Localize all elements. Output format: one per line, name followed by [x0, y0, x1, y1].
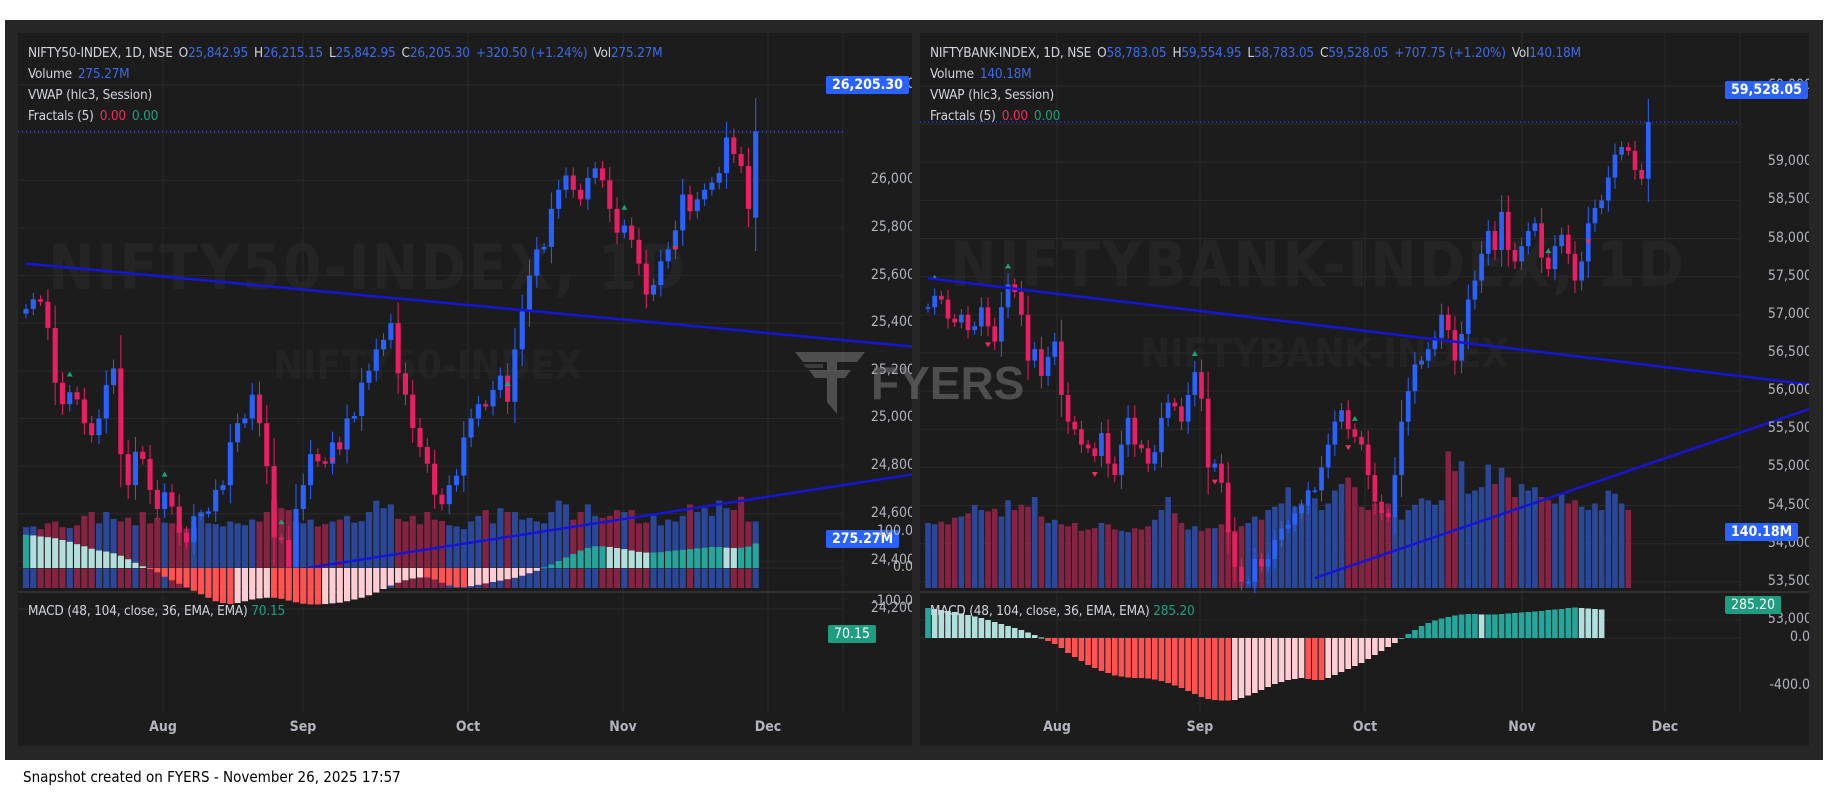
macd-axis-label: 100.00	[876, 523, 912, 539]
price-axis-label: 56,500.00	[1767, 344, 1809, 360]
price-axis-label: 24,400.00	[870, 552, 912, 569]
price-axis-label: 53,000.00	[1767, 611, 1809, 627]
price-chart-canvas[interactable]	[18, 33, 912, 746]
symbol-ohlc-row: NIFTY50-INDEX, 1D, NSE O25,842.95 H26,21…	[28, 43, 663, 64]
time-axis-label: Oct	[1352, 719, 1378, 735]
time-axis-label: Sep	[289, 719, 317, 735]
vol-value: 275.27M	[610, 45, 663, 61]
price-axis-label: 24,800.00	[870, 457, 912, 474]
price-axis-label: 25,400.00	[870, 314, 912, 331]
last-price-tag: 26,205.30	[826, 76, 909, 94]
volume-tag: 140.18M	[1725, 523, 1799, 541]
chart-legend: NIFTY50-INDEX, 1D, NSE O25,842.95 H26,21…	[28, 43, 663, 127]
price-axis-label: 53,500.00	[1767, 572, 1809, 589]
macd-value-tag: 285.20	[1725, 596, 1782, 614]
fyers-logo: FYERS	[795, 352, 1024, 414]
symbol-title[interactable]: NIFTY50-INDEX, 1D, NSE	[28, 45, 173, 61]
change-value: +320.50 (+1.24%)	[475, 45, 588, 61]
price-axis-label: 25,800.00	[870, 218, 912, 235]
macd-axis-label: 0.00	[892, 559, 912, 575]
snapshot-footer: Snapshot created on FYERS - November 26,…	[23, 768, 401, 786]
vwap-indicator-row[interactable]: VWAP (hlc3, Session)	[930, 87, 1055, 103]
price-axis-label: 57,500.00	[1767, 267, 1809, 284]
close-value: 59,528.05	[1328, 45, 1389, 61]
price-axis-label: 24,600.00	[870, 504, 912, 521]
fyers-logo-icon	[795, 352, 865, 414]
volume-tag: 275.27M	[826, 530, 900, 548]
price-axis-label: 57,000.00	[1767, 305, 1809, 322]
low-value: 25,842.95	[335, 45, 396, 61]
high-value: 59,554.95	[1181, 45, 1242, 61]
low-value: 58,783.05	[1253, 45, 1314, 61]
symbol-ohlc-row: NIFTYBANK-INDEX, 1D, NSE O58,783.05 H59,…	[930, 43, 1581, 64]
close-value: 26,205.30	[409, 45, 470, 61]
price-axis-label: 26,000.00	[870, 171, 912, 188]
macd-axis-label: 0.00	[1789, 629, 1809, 645]
time-axis-label: Dec	[1651, 719, 1679, 735]
open-value: 25,842.95	[188, 45, 249, 61]
time-axis-label: Dec	[754, 719, 782, 735]
chart-legend: NIFTYBANK-INDEX, 1D, NSE O58,783.05 H59,…	[930, 43, 1581, 127]
price-axis-label: 56,000.00	[1767, 382, 1809, 399]
macd-axis-label: -100.00	[872, 593, 912, 609]
open-value: 58,783.05	[1106, 45, 1167, 61]
price-axis-label: 25,000.00	[870, 409, 912, 426]
vwap-indicator-row[interactable]: VWAP (hlc3, Session)	[28, 87, 153, 103]
macd-legend[interactable]: MACD (48, 104, close, 36, EMA, EMA) 285.…	[930, 603, 1195, 619]
symbol-title[interactable]: NIFTYBANK-INDEX, 1D, NSE	[930, 45, 1092, 61]
macd-value-tag: 70.15	[828, 625, 877, 643]
fractals-indicator-row[interactable]: Fractals (5) 0.00 0.00	[930, 108, 1061, 124]
price-chart-canvas[interactable]	[920, 33, 1809, 746]
last-price-tag: 59,528.05	[1725, 81, 1808, 99]
time-axis-label: Nov	[1508, 719, 1536, 735]
fractals-indicator-row[interactable]: Fractals (5) 0.00 0.00	[28, 108, 159, 124]
time-axis-label: Aug	[1043, 719, 1071, 735]
price-axis-label: 25,200.00	[870, 361, 912, 378]
time-axis-label: Oct	[455, 719, 481, 735]
time-axis-label: Aug	[149, 719, 177, 735]
time-axis-label: Nov	[609, 719, 637, 735]
change-value: +707.75 (+1.20%)	[1394, 45, 1506, 61]
price-axis-label: 59,000.00	[1767, 153, 1809, 170]
vol-value: 140.18M	[1529, 45, 1581, 61]
volume-indicator-row[interactable]: Volume 140.18M	[930, 66, 1032, 82]
price-axis-label: 24,200.00	[870, 600, 912, 616]
price-axis-label: 58,000.00	[1767, 229, 1809, 246]
volume-indicator-row[interactable]: Volume 275.27M	[28, 66, 130, 82]
high-value: 26,215.15	[262, 45, 323, 61]
price-axis-label: 55,500.00	[1767, 420, 1809, 437]
chart-panel-nifty50[interactable]: NIFTY50-INDEX, 1D NIFTY50-INDEX NIFTY50-…	[18, 33, 912, 746]
time-axis-label: Sep	[1186, 719, 1214, 735]
price-axis-label: 58,500.00	[1767, 191, 1809, 208]
macd-axis-label: -400.00	[1769, 677, 1809, 693]
macd-legend[interactable]: MACD (48, 104, close, 36, EMA, EMA) 70.1…	[28, 603, 285, 619]
price-axis-label: 55,000.00	[1767, 458, 1809, 475]
chart-panel-niftybank[interactable]: NIFTYBANK-INDEX, 1D NIFTYBANK-INDEX NIFT…	[920, 33, 1809, 746]
price-axis-label: 25,600.00	[870, 266, 912, 283]
price-axis-label: 54,500.00	[1767, 496, 1809, 513]
